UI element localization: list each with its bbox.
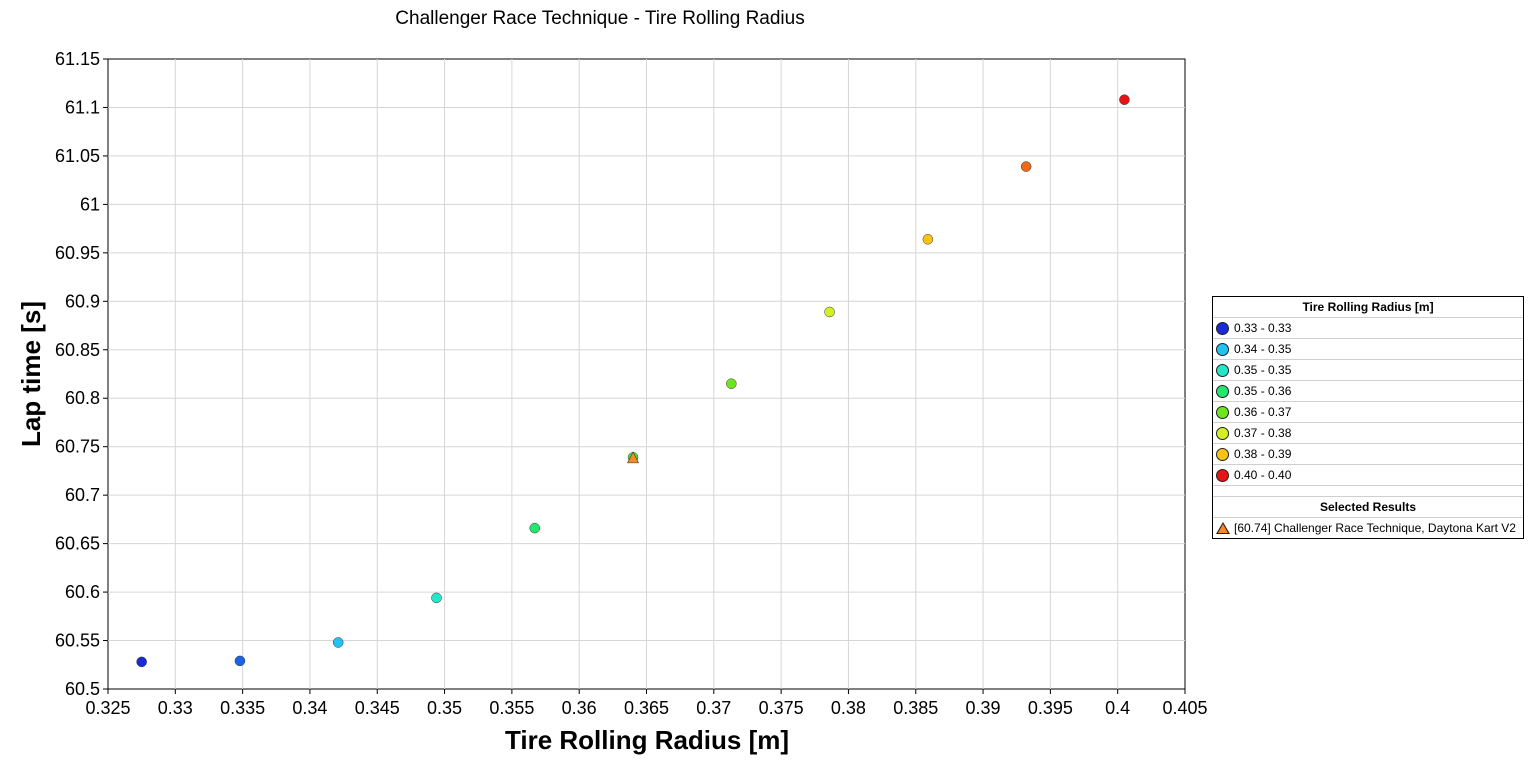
data-point[interactable] [726,378,737,389]
legend-swatch-icon [1216,384,1229,398]
legend-item: 0.33 - 0.33 [1213,318,1523,339]
x-axis-label: Tire Rolling Radius [m] [505,725,789,755]
y-tick-label: 61.1 [65,97,100,117]
legend-swatch-icon [1216,321,1229,335]
y-tick-label: 60.75 [55,437,100,457]
legend: Tire Rolling Radius [m] 0.33 - 0.33 0.34 … [1212,296,1524,539]
y-tick-label: 60.6 [65,582,100,602]
legend-swatch-icon [1216,405,1229,419]
x-tick-label: 0.405 [1162,698,1207,718]
legend-item: 0.35 - 0.36 [1213,381,1523,402]
x-tick-label: 0.38 [831,698,866,718]
legend-item-label: 0.33 - 0.33 [1234,321,1292,335]
data-point[interactable] [1020,161,1032,172]
legend-swatch-icon [1216,342,1229,356]
y-tick-label: 60.95 [55,243,100,263]
y-axis-ticks: 60.5 60.55 60.6 60.65 60.7 60.75 60.8 60.85 60.9… [55,49,108,699]
legend-entries: 0.33 - 0.33 0.34 - 0.35 0.35 - 0.35 0.35 - … [1213,318,1523,486]
legend-item: 0.34 - 0.35 [1213,339,1523,360]
legend-item-label: 0.35 - 0.35 [1234,363,1292,377]
data-point[interactable] [136,656,147,668]
y-tick-label: 61 [80,194,100,214]
x-tick-label: 0.355 [489,698,534,718]
legend-spacer [1213,486,1523,497]
data-point[interactable] [1119,94,1130,105]
legend-swatch-icon [1216,426,1229,440]
x-tick-label: 0.345 [355,698,400,718]
x-tick-label: 0.33 [158,698,193,718]
data-point[interactable] [332,637,344,648]
y-tick-label: 60.55 [55,631,100,651]
legend-item: 0.36 - 0.37 [1213,402,1523,423]
selected-result-label: [60.74] Challenger Race Technique, Dayto… [1234,521,1516,535]
legend-swatch-icon [1216,468,1229,482]
legend-item-label: 0.35 - 0.36 [1234,384,1292,398]
y-axis-label: Lap time [s] [16,301,46,447]
x-tick-label: 0.335 [220,698,265,718]
data-points [136,94,1130,668]
x-tick-label: 0.35 [427,698,462,718]
x-tick-label: 0.365 [624,698,669,718]
chart-title: Challenger Race Technique - Tire Rolling… [395,8,804,29]
grid [108,59,1185,689]
legend-item: 0.35 - 0.35 [1213,360,1523,381]
legend-item: 0.37 - 0.38 [1213,423,1523,444]
data-point[interactable] [922,234,934,245]
legend-item-label: 0.38 - 0.39 [1234,447,1292,461]
x-tick-label: 0.325 [85,698,130,718]
legend-item-label: 0.37 - 0.38 [1234,426,1292,440]
x-tick-label: 0.375 [759,698,804,718]
data-point[interactable] [529,522,541,534]
x-tick-label: 0.36 [562,698,597,718]
x-tick-label: 0.39 [966,698,1001,718]
y-tick-label: 60.9 [65,291,100,311]
legend-swatch-icon [1216,363,1229,377]
y-tick-label: 60.85 [55,340,100,360]
y-tick-label: 61.15 [55,49,100,69]
selected-result-item: [60.74] Challenger Race Technique, Dayto… [1213,518,1523,538]
legend-title: Tire Rolling Radius [m] [1213,297,1523,318]
selected-result-marker[interactable] [627,451,640,464]
y-tick-label: 60.65 [55,534,100,554]
legend-item-label: 0.40 - 0.40 [1234,468,1292,482]
selected-results-title: Selected Results [1213,497,1523,518]
y-tick-label: 60.7 [65,485,100,505]
data-point[interactable] [234,655,246,667]
y-tick-label: 60.8 [65,388,100,408]
y-tick-label: 60.5 [65,679,100,699]
triangle-icon [1216,522,1230,534]
legend-item-label: 0.36 - 0.37 [1234,405,1292,419]
x-tick-label: 0.385 [893,698,938,718]
legend-item: 0.40 - 0.40 [1213,465,1523,486]
data-point[interactable] [431,592,442,604]
legend-item: 0.38 - 0.39 [1213,444,1523,465]
x-axis-ticks: 0.325 0.33 0.335 0.34 0.345 0.35 0.355 0.36 0.36… [85,689,1208,718]
x-tick-label: 0.4 [1105,698,1130,718]
y-tick-label: 61.05 [55,146,100,166]
x-tick-label: 0.34 [292,698,327,718]
data-point[interactable] [824,306,835,318]
legend-item-label: 0.34 - 0.35 [1234,342,1292,356]
x-tick-label: 0.37 [696,698,731,718]
x-tick-label: 0.395 [1028,698,1073,718]
legend-swatch-icon [1216,447,1229,461]
